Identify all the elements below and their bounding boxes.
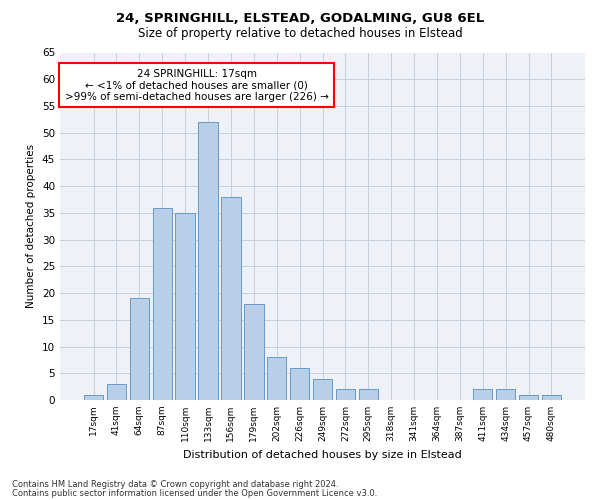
Bar [473,390,493,400]
Bar [221,197,241,400]
Bar [359,390,378,400]
Bar [267,357,286,400]
Bar [175,213,195,400]
Bar [107,384,126,400]
Text: Contains HM Land Registry data © Crown copyright and database right 2024.: Contains HM Land Registry data © Crown c… [12,480,338,489]
Text: 24, SPRINGHILL, ELSTEAD, GODALMING, GU8 6EL: 24, SPRINGHILL, ELSTEAD, GODALMING, GU8 … [116,12,484,26]
Bar [313,378,332,400]
Bar [199,122,218,400]
Bar [335,390,355,400]
Text: Size of property relative to detached houses in Elstead: Size of property relative to detached ho… [137,28,463,40]
Bar [84,394,103,400]
Text: Contains public sector information licensed under the Open Government Licence v3: Contains public sector information licen… [12,488,377,498]
Bar [244,304,263,400]
Text: 24 SPRINGHILL: 17sqm
← <1% of detached houses are smaller (0)
>99% of semi-detac: 24 SPRINGHILL: 17sqm ← <1% of detached h… [65,68,329,102]
Bar [130,298,149,400]
Bar [496,390,515,400]
Bar [290,368,310,400]
Bar [152,208,172,400]
Bar [519,394,538,400]
X-axis label: Distribution of detached houses by size in Elstead: Distribution of detached houses by size … [183,450,462,460]
Y-axis label: Number of detached properties: Number of detached properties [26,144,37,308]
Bar [542,394,561,400]
